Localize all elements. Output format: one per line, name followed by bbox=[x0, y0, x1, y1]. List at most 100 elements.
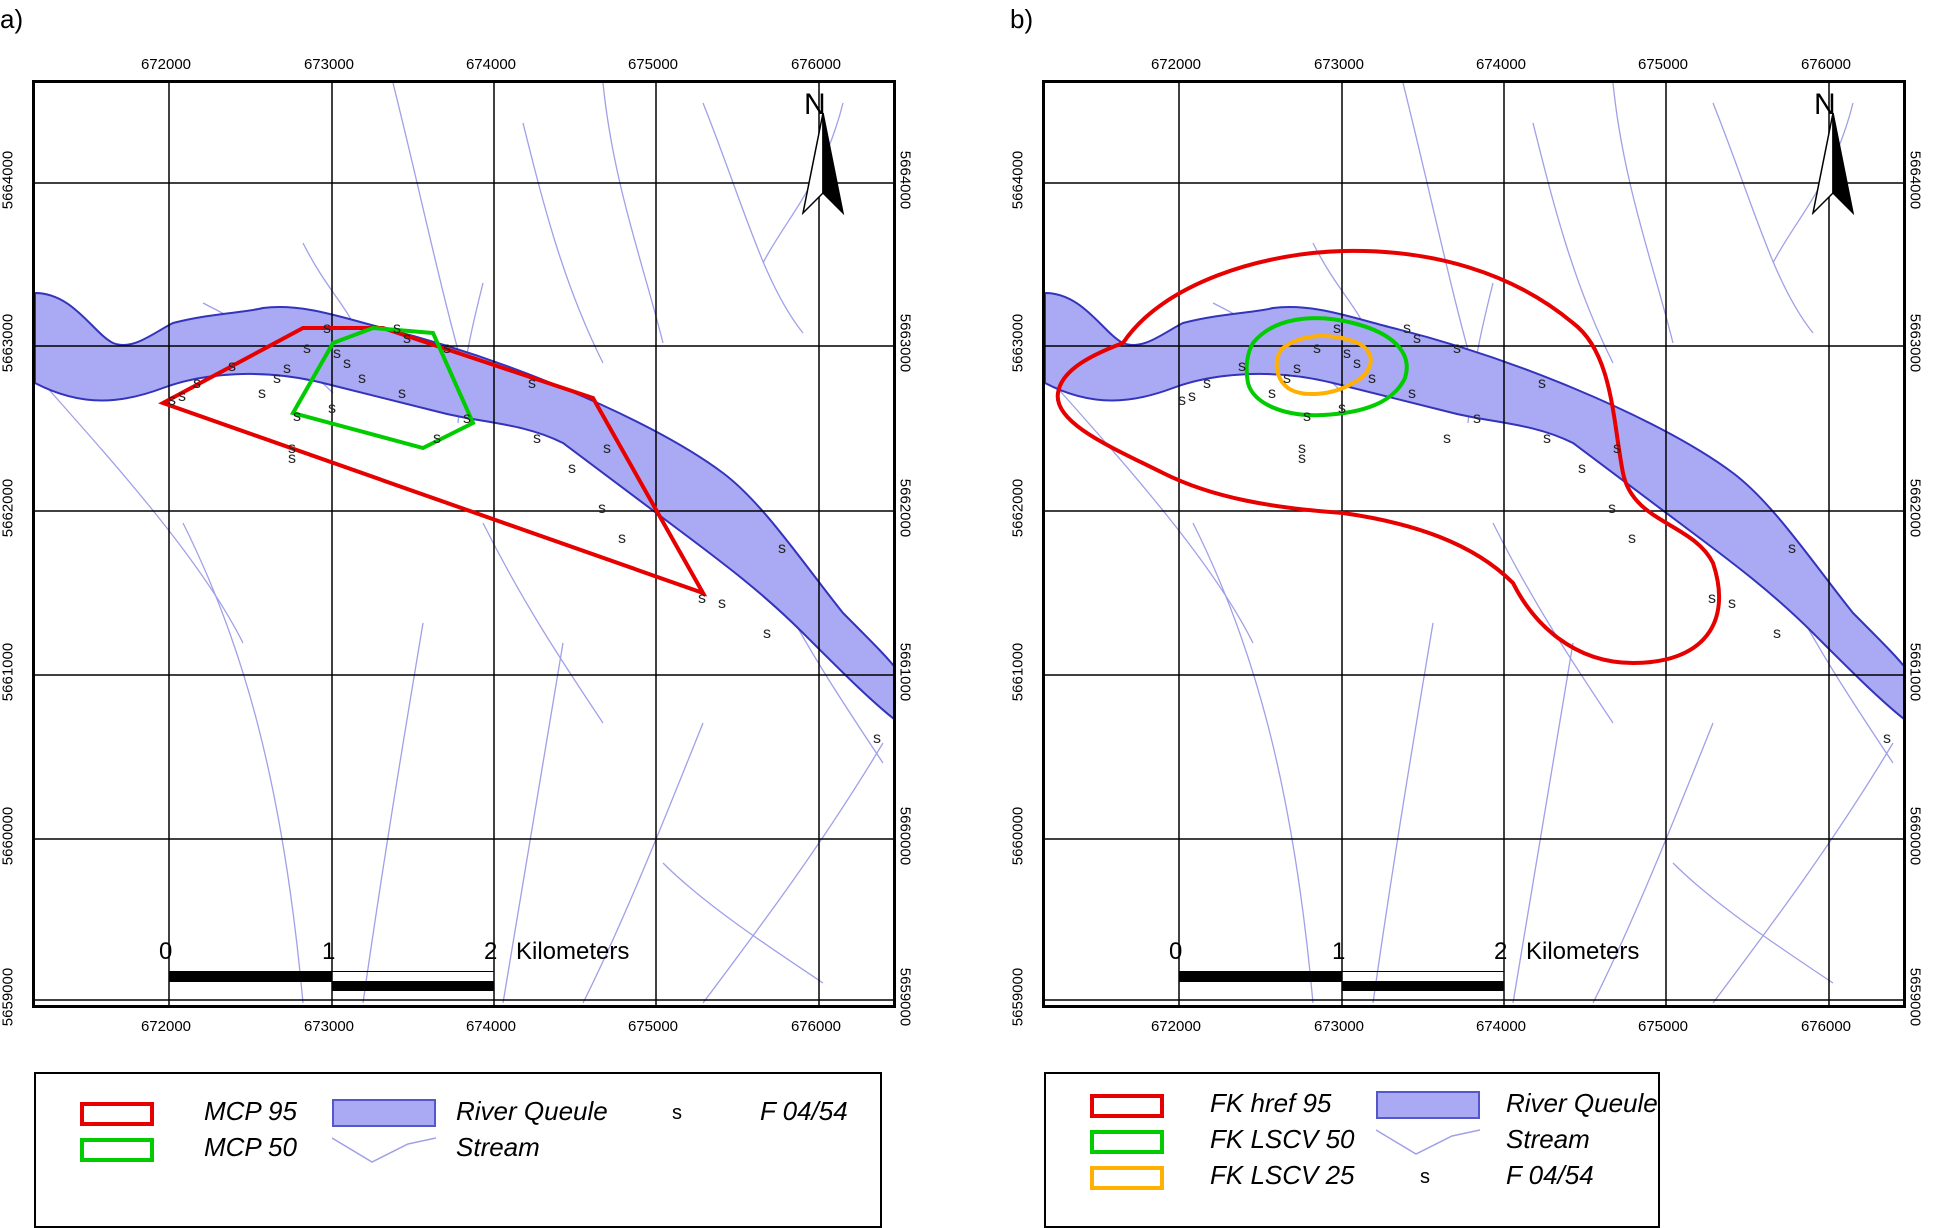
legend-swatch-points: s bbox=[1420, 1166, 1430, 1188]
svg-text:s: s bbox=[603, 440, 611, 457]
y-tick-left: 5662000 bbox=[1009, 478, 1027, 538]
svg-text:s: s bbox=[433, 430, 441, 447]
legend-swatch-fklscv50 bbox=[1090, 1130, 1164, 1154]
svg-text:s: s bbox=[328, 400, 336, 417]
y-tick-left: 5661000 bbox=[0, 642, 17, 702]
svg-text:s: s bbox=[1728, 595, 1736, 612]
svg-text:s: s bbox=[443, 340, 451, 357]
north-label: N bbox=[804, 88, 826, 121]
svg-text:s: s bbox=[1313, 340, 1321, 357]
y-tick-right: 5662000 bbox=[1906, 478, 1924, 538]
svg-text:s: s bbox=[1303, 408, 1311, 425]
fk-href95-contour bbox=[1055, 248, 1722, 666]
svg-text:s: s bbox=[718, 595, 726, 612]
north-label: N bbox=[1814, 88, 1836, 121]
svg-text:s: s bbox=[1368, 370, 1376, 387]
legend-label: F 04/54 bbox=[1506, 1160, 1594, 1190]
legend-label: F 04/54 bbox=[760, 1096, 848, 1126]
svg-text:s: s bbox=[1538, 375, 1546, 392]
location-points: s ss sss sss sss sss sss sss sss s ss sss … bbox=[168, 320, 881, 747]
y-tick-right: 5662000 bbox=[896, 478, 914, 538]
map-canvas: s ss sss sss sss sss sss sss sss s ss sss … bbox=[35, 83, 893, 1005]
legend-label: MCP 95 bbox=[204, 1096, 297, 1126]
y-tick-left: 5662000 bbox=[0, 478, 17, 538]
legend-swatch-fklscv25 bbox=[1090, 1166, 1164, 1190]
x-tick-bottom: 672000 bbox=[1150, 1018, 1202, 1035]
y-tick-left: 5659000 bbox=[1009, 967, 1027, 1027]
x-tick-bottom: 675000 bbox=[1637, 1018, 1689, 1035]
svg-text:s: s bbox=[698, 590, 706, 607]
y-tick-right: 5663000 bbox=[1906, 313, 1924, 373]
svg-text:s: s bbox=[1613, 440, 1621, 457]
x-tick-top: 675000 bbox=[1637, 56, 1689, 73]
scale-unit: Kilometers bbox=[516, 938, 630, 965]
svg-text:s: s bbox=[333, 345, 341, 362]
x-tick-bottom: 674000 bbox=[465, 1018, 517, 1035]
legend-swatch-river bbox=[1376, 1091, 1480, 1119]
grid-lines bbox=[1045, 83, 1903, 1005]
scale-label-2: 2 bbox=[484, 938, 498, 965]
scale-label-0: 0 bbox=[1169, 938, 1183, 965]
mcp50-polygon bbox=[289, 325, 476, 451]
svg-text:s: s bbox=[1203, 375, 1211, 392]
scale-label-0: 0 bbox=[159, 938, 173, 965]
y-tick-left: 5663000 bbox=[0, 313, 17, 373]
svg-text:s: s bbox=[228, 358, 236, 375]
svg-text:s: s bbox=[293, 408, 301, 425]
x-tick-bottom: 674000 bbox=[1475, 1018, 1527, 1035]
legend: FK href 95 FK LSCV 50 FK LSCV 25 River Q… bbox=[1044, 1072, 1660, 1228]
y-tick-left: 5660000 bbox=[1009, 806, 1027, 866]
svg-text:s: s bbox=[303, 340, 311, 357]
x-tick-top: 673000 bbox=[303, 56, 355, 73]
y-tick-left: 5659000 bbox=[0, 967, 17, 1027]
svg-text:s: s bbox=[258, 385, 266, 402]
svg-text:s: s bbox=[1608, 500, 1616, 517]
scale-label-1: 1 bbox=[322, 938, 336, 965]
legend: MCP 95 MCP 50 River Queule Stream s F 04… bbox=[34, 1072, 882, 1228]
panel-label: b) bbox=[1010, 4, 1034, 34]
map-canvas: s ss sss sss sss sss sss sss sss s ss sss … bbox=[1045, 83, 1903, 1005]
x-tick-bottom: 673000 bbox=[1313, 1018, 1365, 1035]
svg-text:s: s bbox=[393, 320, 401, 337]
x-tick-bottom: 673000 bbox=[303, 1018, 355, 1035]
x-tick-top: 675000 bbox=[627, 56, 679, 73]
svg-text:s: s bbox=[1403, 320, 1411, 337]
y-tick-right: 5664000 bbox=[1906, 150, 1924, 210]
y-tick-right: 5661000 bbox=[896, 642, 914, 702]
y-tick-left: 5664000 bbox=[0, 150, 17, 210]
svg-text:s: s bbox=[273, 370, 281, 387]
y-tick-right: 5660000 bbox=[1906, 806, 1924, 866]
svg-text:s: s bbox=[1298, 440, 1306, 457]
svg-text:s: s bbox=[1443, 430, 1451, 447]
legend-label: FK LSCV 50 bbox=[1210, 1124, 1355, 1154]
svg-text:s: s bbox=[463, 410, 471, 427]
svg-text:s: s bbox=[1188, 388, 1196, 405]
svg-text:s: s bbox=[398, 385, 406, 402]
svg-text:s: s bbox=[1293, 360, 1301, 377]
svg-text:s: s bbox=[343, 355, 351, 372]
svg-text:s: s bbox=[403, 330, 411, 347]
scale-label-2: 2 bbox=[1494, 938, 1508, 965]
x-tick-top: 673000 bbox=[1313, 56, 1365, 73]
y-tick-left: 5660000 bbox=[0, 806, 17, 866]
x-tick-bottom: 676000 bbox=[1800, 1018, 1852, 1035]
svg-text:s: s bbox=[1773, 625, 1781, 642]
svg-text:s: s bbox=[1883, 730, 1891, 747]
legend-swatch-stream bbox=[332, 1137, 436, 1163]
river-queule bbox=[1045, 291, 1903, 720]
svg-text:s: s bbox=[1578, 460, 1586, 477]
x-tick-top: 674000 bbox=[465, 56, 517, 73]
scale-bar bbox=[169, 971, 494, 991]
legend-swatch-mcp95 bbox=[80, 1102, 154, 1126]
y-tick-right: 5659000 bbox=[1906, 967, 1924, 1027]
svg-text:s: s bbox=[873, 730, 881, 747]
svg-text:s: s bbox=[618, 530, 626, 547]
x-tick-bottom: 676000 bbox=[790, 1018, 842, 1035]
x-tick-top: 676000 bbox=[790, 56, 842, 73]
svg-text:s: s bbox=[528, 375, 536, 392]
stream-network bbox=[42, 83, 884, 1004]
legend-swatch-points: s bbox=[672, 1102, 682, 1124]
svg-text:s: s bbox=[1343, 345, 1351, 362]
legend-swatch-fkhref95 bbox=[1090, 1094, 1164, 1118]
